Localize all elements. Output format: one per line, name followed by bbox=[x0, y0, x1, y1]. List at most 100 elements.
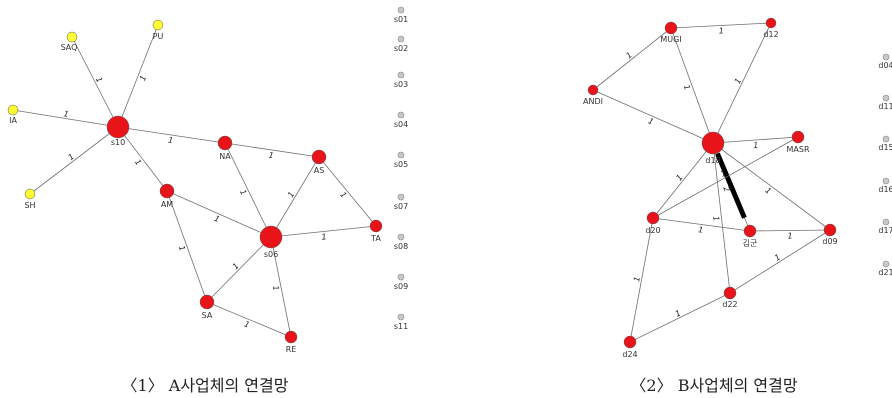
node-label-s11: s11 bbox=[394, 322, 408, 331]
node-label-NA: NA bbox=[219, 152, 231, 161]
edge-s10-IA bbox=[12, 109, 119, 128]
node-label-s06: s06 bbox=[264, 250, 278, 259]
node-MASR bbox=[791, 130, 805, 144]
edge-weight-label: 1 bbox=[231, 261, 241, 271]
edge-MUGI-d18 bbox=[670, 27, 714, 144]
edge-weight-label: 1 bbox=[63, 109, 69, 119]
edge-weight-label: 1 bbox=[67, 152, 77, 162]
edge-weight-label: 1 bbox=[271, 285, 281, 292]
node-MUGI bbox=[664, 21, 678, 35]
node-AS bbox=[311, 149, 327, 165]
node-label-d15: d15 bbox=[878, 143, 892, 152]
edge-d20-d24 bbox=[629, 217, 654, 343]
edge-weight-label: 1 bbox=[682, 83, 692, 91]
edge-AM-s06 bbox=[166, 190, 272, 238]
node-SA bbox=[199, 294, 215, 310]
edge-d18-d22 bbox=[712, 142, 731, 294]
node-label-d09: d09 bbox=[822, 237, 837, 246]
node-d21 bbox=[882, 260, 890, 268]
node-label-d11: d11 bbox=[878, 102, 892, 111]
edge-s10-PU bbox=[117, 24, 159, 128]
edge-weight-label: 1 bbox=[674, 173, 684, 183]
node-label-d17: d17 bbox=[878, 226, 892, 235]
node-label-MASR: MASR bbox=[786, 145, 809, 154]
node-d11 bbox=[882, 94, 890, 102]
node-label-s05: s05 bbox=[394, 160, 408, 169]
node-label-d18: d18 bbox=[705, 156, 720, 165]
node-s04 bbox=[397, 111, 405, 119]
edge-weight-label: 1 bbox=[624, 50, 634, 60]
node-TA bbox=[369, 219, 383, 233]
node-label-SAQ: SAQ bbox=[61, 43, 78, 52]
edge-SA-RE bbox=[206, 301, 292, 338]
edge-weight-label: 1 bbox=[753, 141, 759, 150]
node-d24 bbox=[623, 335, 637, 349]
edge-weight-label: 1 bbox=[787, 231, 792, 240]
node-s03 bbox=[397, 71, 405, 79]
edge-AS-TA bbox=[318, 156, 377, 227]
node-d12 bbox=[765, 17, 777, 29]
node-label-d21: d21 bbox=[878, 268, 892, 277]
node-label-s08: s08 bbox=[394, 242, 408, 251]
edge-weight-label: 1 bbox=[238, 188, 248, 197]
node-label-RE: RE bbox=[286, 345, 297, 354]
edge-s10-SH bbox=[29, 126, 119, 195]
node-s10 bbox=[106, 115, 130, 139]
node-label-AS: AS bbox=[314, 166, 325, 175]
edge-ANDI-d18 bbox=[592, 89, 714, 144]
edges-layer bbox=[12, 22, 831, 343]
edge-weight-label: 1 bbox=[719, 168, 728, 178]
strong-edge-d18-kimgun bbox=[715, 152, 747, 219]
node-IA bbox=[7, 104, 19, 116]
edge-MUGI-ANDI bbox=[592, 27, 672, 91]
node-labels-layer: s10 SAQ PU IA SH NA AS AM s06 TA SA RE s01 s02 s03 s04 s… bbox=[9, 15, 892, 359]
node-d18 bbox=[701, 131, 725, 155]
edge-weight-label: 1 bbox=[763, 186, 772, 196]
nodes-layer bbox=[7, 6, 890, 349]
edge-s06-TA bbox=[270, 225, 377, 238]
node-d22 bbox=[723, 286, 737, 300]
edge-weight-label: 1 bbox=[94, 76, 104, 85]
node-s08 bbox=[397, 233, 405, 241]
edge-d12-d18 bbox=[712, 22, 772, 144]
edge-NA-AS bbox=[224, 142, 320, 158]
edge-weight-label: 1 bbox=[719, 26, 725, 35]
node-label-s04: s04 bbox=[394, 120, 408, 129]
caption-network-b: 〈2〉 B사업체의 연결망 bbox=[630, 376, 797, 395]
edge-weight-label: 1 bbox=[167, 136, 173, 146]
edge-d20-kimgun bbox=[652, 217, 751, 232]
node-s01 bbox=[397, 6, 405, 14]
node-AM bbox=[159, 183, 175, 199]
node-s02 bbox=[397, 35, 405, 43]
node-label-d22: d22 bbox=[722, 300, 737, 309]
edge-MUGI-d12 bbox=[670, 22, 772, 29]
node-label-SH: SH bbox=[24, 201, 35, 210]
edge-d09-d22 bbox=[729, 229, 831, 294]
edge-weight-label: 2 bbox=[721, 185, 731, 193]
node-label-IA: IA bbox=[9, 116, 17, 125]
edge-d18-d20 bbox=[652, 142, 714, 219]
edge-s10-NA bbox=[117, 126, 226, 144]
node-SH bbox=[24, 188, 36, 200]
node-NA bbox=[217, 135, 233, 151]
edge-s10-SAQ bbox=[71, 36, 119, 128]
node-label-d20: d20 bbox=[645, 226, 660, 235]
node-label-s03: s03 bbox=[394, 80, 408, 89]
node-d16 bbox=[882, 177, 890, 185]
edge-kimgun-d09 bbox=[749, 229, 831, 232]
node-RE bbox=[284, 330, 298, 344]
edge-weight-label: 1 bbox=[698, 225, 704, 235]
node-s05 bbox=[397, 151, 405, 159]
node-label-d16: d16 bbox=[878, 185, 892, 194]
node-label-s07: s07 bbox=[394, 202, 408, 211]
edge-weight-label: 1 bbox=[338, 190, 348, 200]
edge-weight-label: 1 bbox=[286, 190, 296, 199]
edge-weight-label: 1 bbox=[733, 77, 743, 86]
edge-labels-layer: 1 1 1 1 1 1 1 1 1 1 1 1 1 1 1 1 1 1 1 1 1 1 1 2 1 1 1 1 1 1 1 1 bbox=[63, 26, 793, 329]
edge-s06-RE bbox=[270, 236, 292, 338]
edge-weight-label: 1 bbox=[647, 116, 655, 126]
edge-weight-label: 1 bbox=[632, 276, 642, 283]
node-label-d04: d04 bbox=[878, 61, 892, 70]
